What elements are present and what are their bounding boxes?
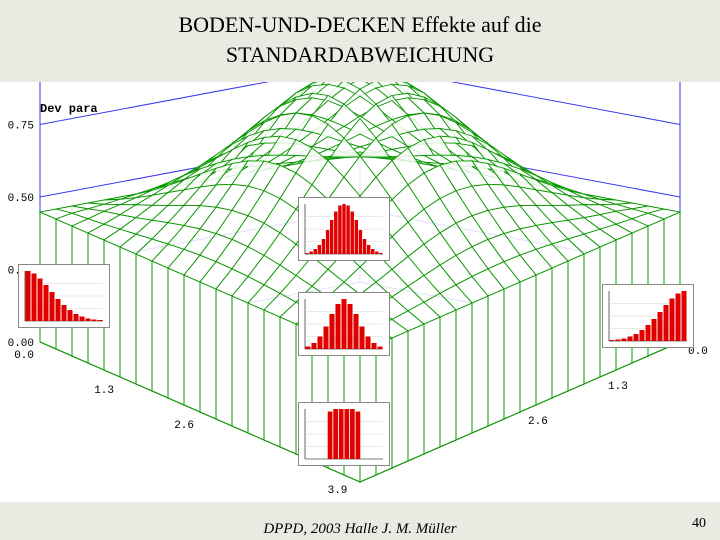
svg-text:2.6: 2.6	[174, 420, 194, 432]
chart-area: 0.000.250.500.751.00Dev para0.01.32.63.9…	[0, 82, 720, 502]
svg-text:1.3: 1.3	[608, 381, 628, 393]
inset-bottom	[298, 402, 390, 466]
svg-text:0.0: 0.0	[14, 350, 34, 362]
svg-text:0.75: 0.75	[8, 121, 34, 133]
title-line-1: BODEN-UND-DECKEN Effekte auf die	[178, 12, 541, 37]
svg-text:3.9: 3.9	[328, 485, 348, 497]
slide: BODEN-UND-DECKEN Effekte auf die STANDAR…	[0, 0, 720, 540]
svg-text:2.6: 2.6	[528, 416, 548, 428]
footer-citation: DPPD, 2003 Halle J. M. Müller	[0, 521, 720, 538]
title-line-2: STANDARDABWEICHUNG	[226, 42, 494, 67]
svg-text:0.50: 0.50	[8, 193, 34, 205]
svg-text:Dev para: Dev para	[40, 102, 98, 116]
svg-text:0.00: 0.00	[8, 338, 34, 350]
inset-top	[298, 197, 390, 261]
inset-center	[298, 292, 390, 356]
inset-left	[18, 264, 110, 328]
svg-text:1.3: 1.3	[94, 385, 114, 397]
page-number: 40	[692, 516, 706, 532]
title-bar: BODEN-UND-DECKEN Effekte auf die STANDAR…	[0, 0, 720, 90]
inset-right	[602, 284, 694, 348]
